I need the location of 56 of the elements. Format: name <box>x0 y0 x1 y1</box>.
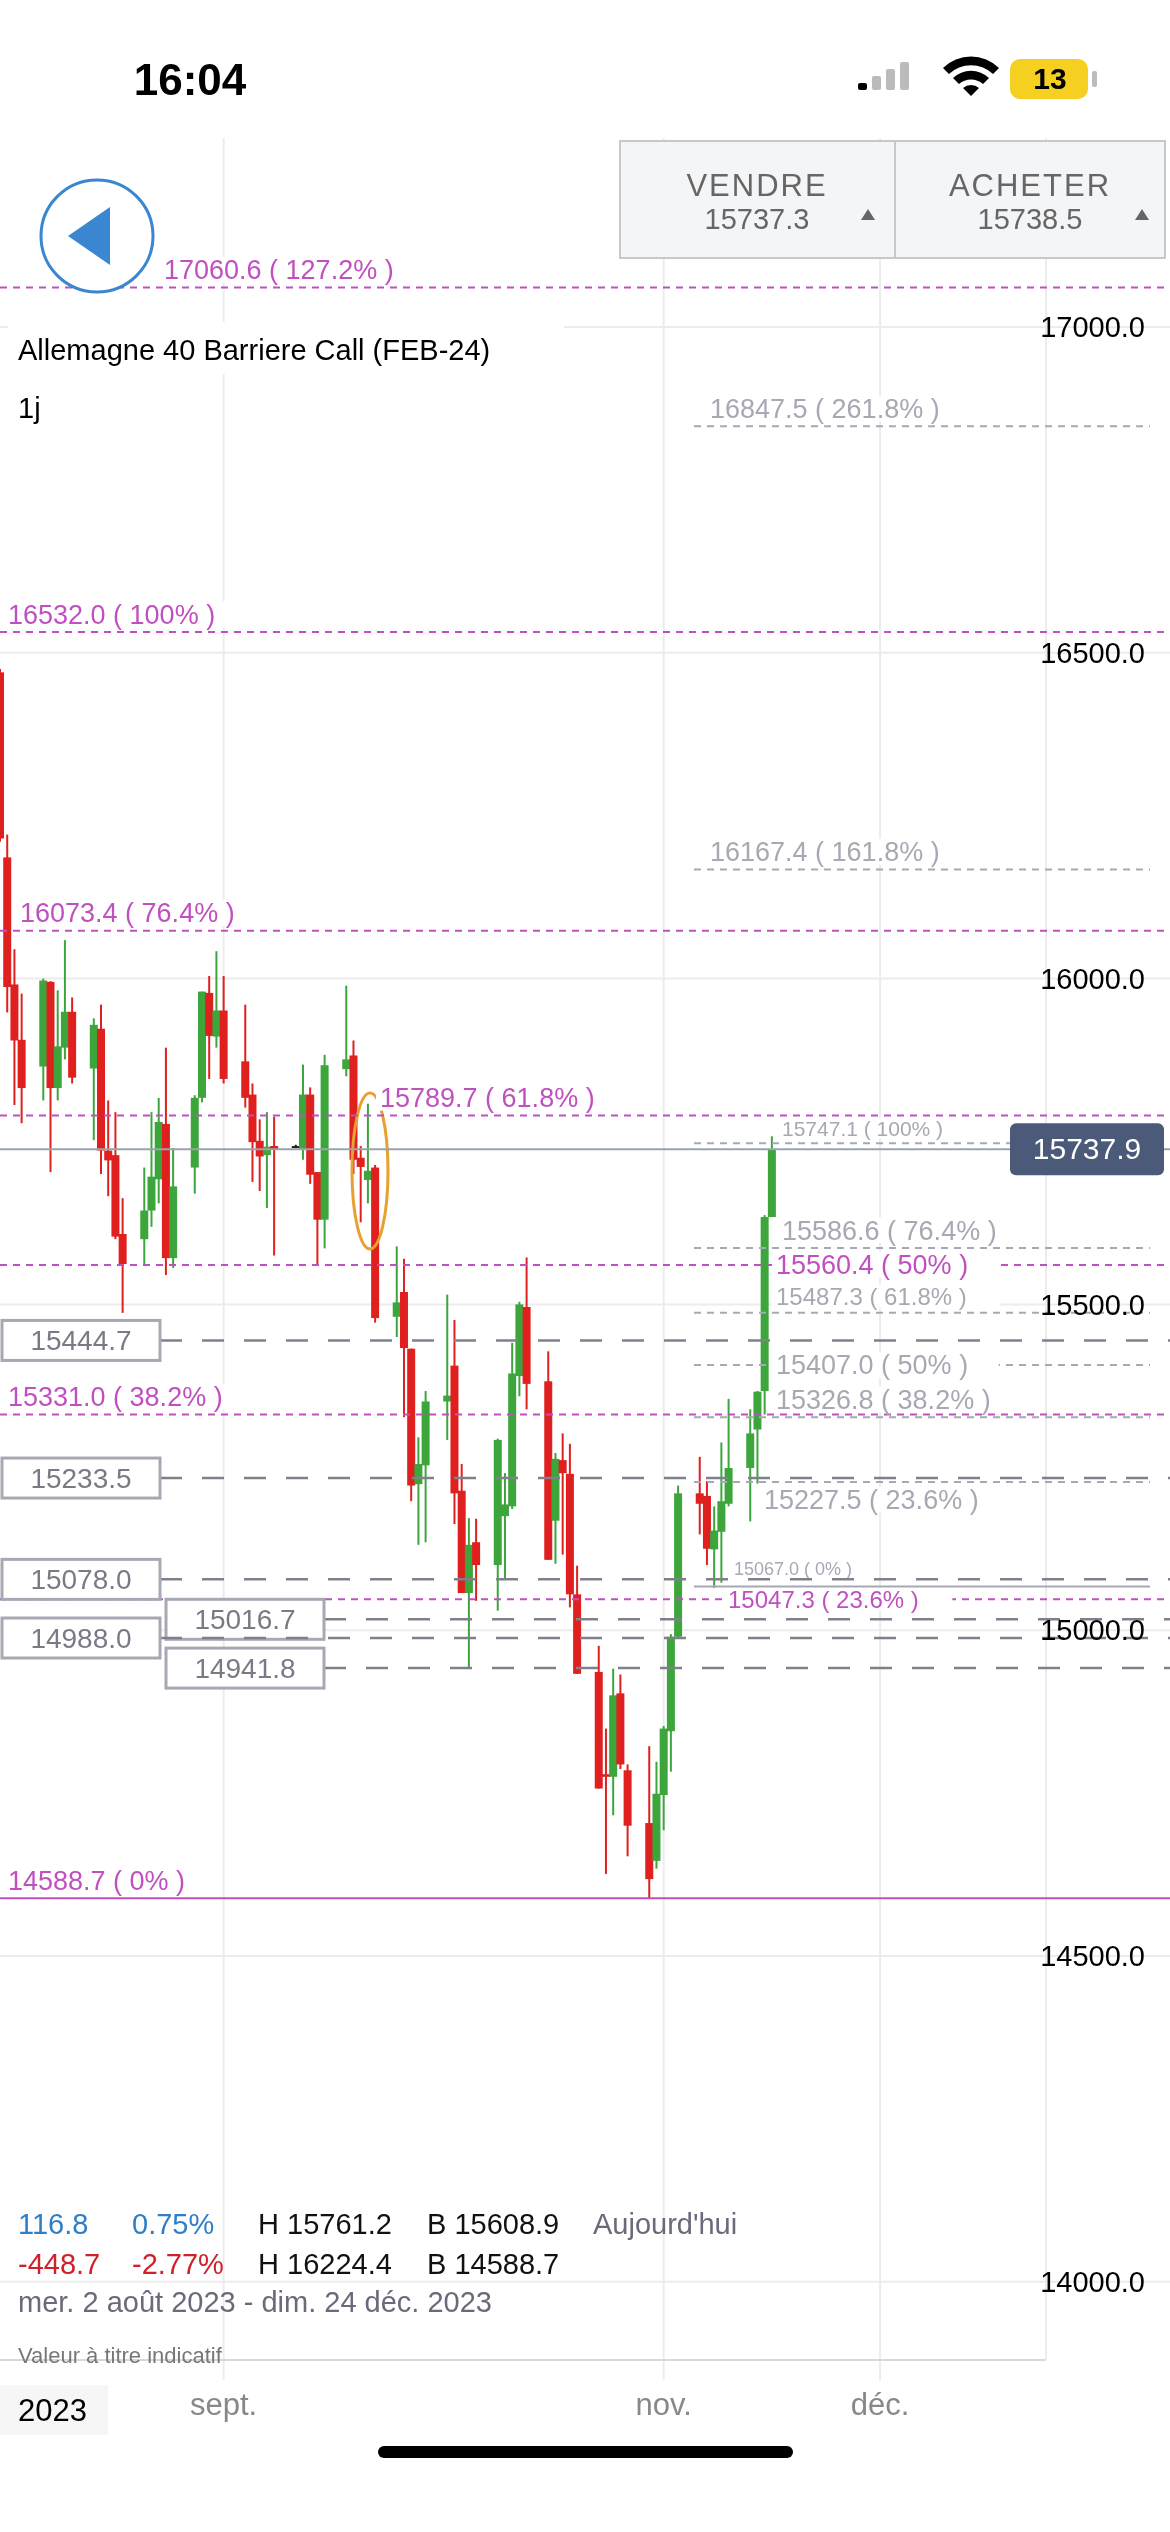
annotation: -448.7 <box>18 2248 101 2280</box>
text: 16:04 <box>133 55 247 104</box>
x-tick-label: nov. <box>635 2387 692 2422</box>
ref-line-label: 14588.7 ( 0% ) <box>8 1865 186 1896</box>
ref-line-label: 15407.0 ( 50% ) <box>776 1350 969 1381</box>
text: 1j <box>18 392 41 424</box>
ref-line-label: 15789.7 ( 61.8% ) <box>380 1083 595 1114</box>
annotation: ACHETER <box>948 168 1112 203</box>
ref-line-label: 16847.5 ( 261.8% ) <box>710 393 940 424</box>
ref-line-label: 15747.1 ( 100% ) <box>782 1116 944 1140</box>
y-tick-label: 15500.0 <box>1040 1288 1145 1321</box>
annotation: H 16224.4 <box>258 2248 392 2280</box>
y-tick-label: 16500.0 <box>1040 636 1145 669</box>
y-tick-label: 14500.0 <box>1040 1940 1145 1973</box>
ref-line-label: 15737.9 <box>1032 1132 1142 1166</box>
candlestick <box>472 1517 481 1602</box>
ref-line-label: 16167.4 ( 161.8% ) <box>710 837 940 868</box>
candlestick <box>392 1245 401 1338</box>
ref-line-label: 15326.8 ( 38.2% ) <box>776 1384 991 1415</box>
ref-line-label: 15047.3 ( 23.6% ) <box>728 1585 919 1613</box>
annotation: 15738.5 <box>977 203 1083 235</box>
ref-line-label: 15227.5 ( 23.6% ) <box>764 1485 979 1516</box>
ref-line-label: 15331.0 ( 38.2% ) <box>8 1382 223 1413</box>
y-tick-label: 17000.0 <box>1040 311 1145 344</box>
ref-line-label: 15233.5 <box>30 1463 132 1495</box>
ref-line-label: 16532.0 ( 100% ) <box>8 599 216 630</box>
annotation: B 14588.7 <box>427 2248 560 2280</box>
ref-line-label: 15560.4 ( 50% ) <box>776 1250 969 1281</box>
annotation: 15737.3 <box>704 203 810 235</box>
text: Allemagne 40 Barriere Call (FEB-24) <box>18 334 491 366</box>
ref-line-label: 14988.0 <box>30 1623 132 1655</box>
annotation: B 15608.9 <box>427 2208 560 2240</box>
ref-line-label: 14941.8 <box>194 1653 296 1685</box>
ref-line-label: 16073.4 ( 76.4% ) <box>20 898 235 929</box>
ref-line-label: 15016.7 <box>194 1604 296 1636</box>
ref-line-label: 15444.7 <box>30 1325 132 1357</box>
text: 13 <box>1033 62 1067 95</box>
annotation: H 15761.2 <box>258 2208 392 2240</box>
ref-line-label: 15487.3 ( 61.8% ) <box>776 1282 967 1310</box>
annotation: VENDRE <box>686 168 828 203</box>
annotation: -2.77% <box>132 2248 224 2280</box>
annotation: mer. 2 août 2023 - dim. 24 déc. 2023 <box>18 2286 492 2318</box>
ref-line-label: 17060.6 ( 127.2% ) <box>164 255 394 286</box>
annotation: 0.75% <box>132 2208 215 2240</box>
ref-line-label: 15078.0 <box>30 1564 132 1596</box>
x-tick-label: déc. <box>850 2387 910 2422</box>
y-tick-label: 14000.0 <box>1040 2265 1145 2298</box>
annotation: Valeur à titre indicatif <box>18 2343 223 2368</box>
y-tick-label: 15000.0 <box>1040 1614 1145 1647</box>
x-tick-label: sept. <box>190 2387 258 2422</box>
annotation: Aujourd'hui <box>593 2208 738 2240</box>
text: 2023 <box>18 2393 87 2428</box>
annotation: 116.8 <box>18 2208 89 2240</box>
y-tick-label: 16000.0 <box>1040 962 1145 995</box>
candlestick <box>342 984 351 1078</box>
ref-line-label: 15586.6 ( 76.4% ) <box>782 1215 997 1246</box>
